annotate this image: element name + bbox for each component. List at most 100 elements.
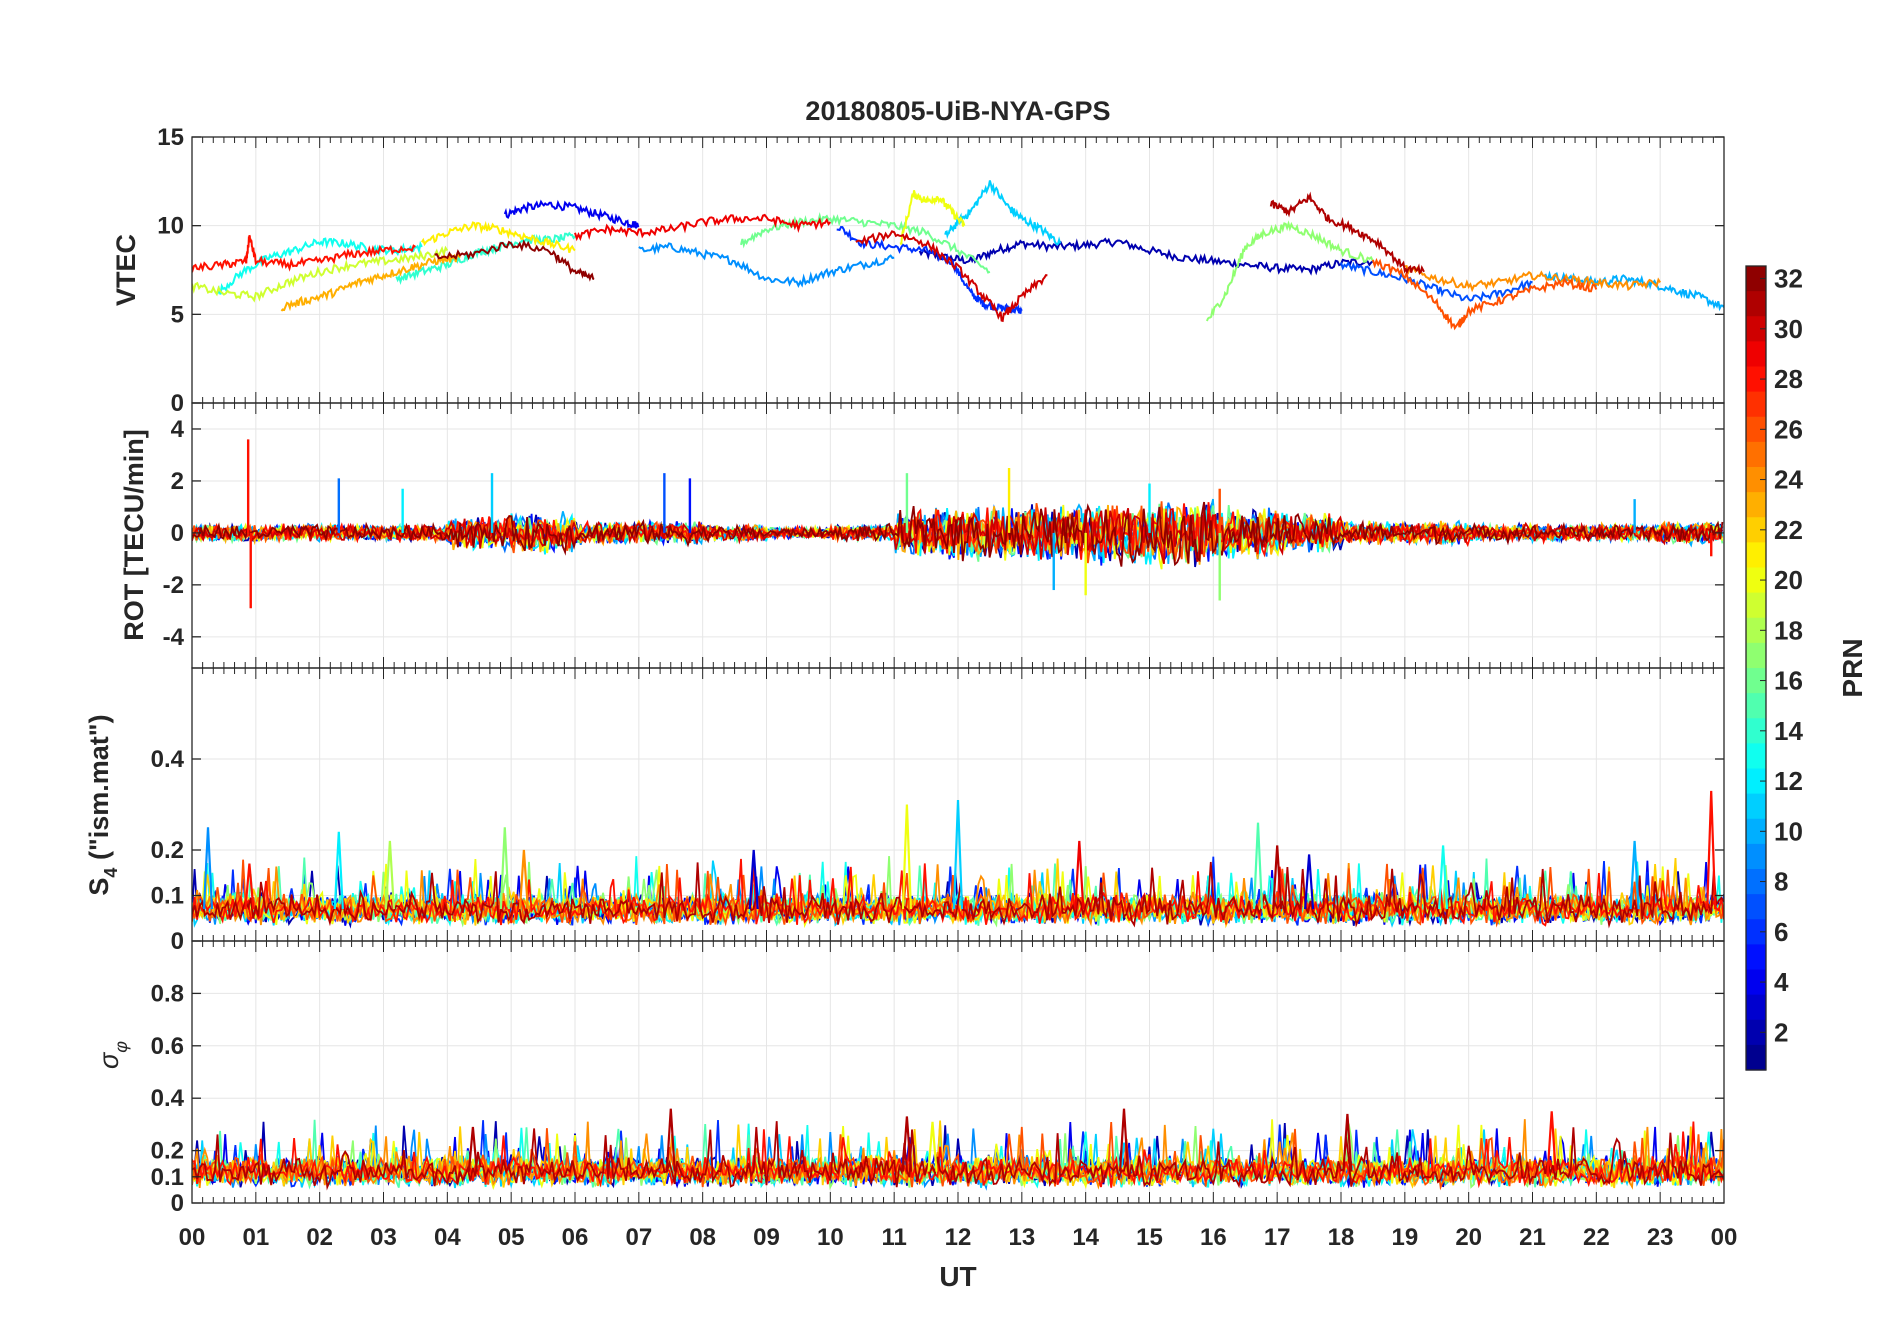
colorbar-tick-label: 26 [1774, 414, 1803, 444]
x-tick-label: 07 [625, 1224, 652, 1251]
s4-trace-prn-13 [192, 856, 1724, 927]
vtec-trace-prn-21 [420, 220, 576, 254]
colorbar-segment [1746, 919, 1766, 945]
s4-spike [1629, 840, 1640, 910]
colorbar-tick-label: 18 [1774, 615, 1803, 645]
colorbar-segment [1746, 492, 1766, 518]
sigma-spike [665, 1108, 676, 1172]
x-tick-label: 08 [689, 1224, 716, 1251]
colorbar-segment [1746, 743, 1766, 770]
s4-spike [952, 799, 964, 910]
x-tick-label: 03 [370, 1224, 397, 1251]
vtec-trace-prn-28 [192, 234, 416, 273]
colorbar-segment [1746, 718, 1766, 744]
x-tick-label: 06 [562, 1224, 589, 1251]
colorbar-tick-label: 32 [1774, 264, 1803, 294]
colorbar-segment [1746, 894, 1766, 920]
sigma-spike [1546, 1111, 1557, 1172]
x-tick-label: 05 [498, 1224, 525, 1251]
vtec-trace-prn-2 [918, 237, 1374, 276]
y-tick-label: 0.6 [151, 1033, 184, 1060]
sigma-spike [901, 1116, 912, 1172]
x-tick-label: 00 [179, 1224, 206, 1251]
chart-title: 20180805-UiB-NYA-GPS [805, 96, 1110, 126]
y-tick-label: 0.2 [151, 1138, 184, 1165]
s4-spike [748, 849, 759, 910]
y-tick-label: 0 [171, 520, 184, 547]
y-tick-label: 10 [157, 213, 184, 240]
s4-spike [1252, 822, 1264, 910]
s4-spike [1272, 845, 1283, 910]
s4-spike [518, 849, 529, 910]
vtec-trace-prn-13 [216, 237, 423, 295]
colorbar-segment [1746, 291, 1766, 317]
axes-frame [191, 940, 1725, 1204]
vtec-trace-prn-9 [638, 241, 895, 288]
x-tick-label: 09 [753, 1224, 780, 1251]
sigma-spike [1342, 1113, 1353, 1172]
y-tick-label: 15 [157, 124, 184, 151]
x-tick-label: 10 [817, 1224, 844, 1251]
x-tick-label: 01 [242, 1224, 269, 1251]
vtec-panel: 0 5 10 15 VTEC [111, 124, 1725, 417]
s4-spike [1074, 840, 1085, 910]
colorbar-segment [1746, 1044, 1766, 1071]
colorbar-segment [1746, 994, 1766, 1021]
s4-spike [333, 831, 344, 910]
s4-spike [901, 804, 912, 910]
y-tick-label: 5 [171, 301, 184, 328]
colorbar-segment [1746, 642, 1766, 669]
sigma-trace-prn-31 [192, 1121, 1724, 1191]
colorbar-segment [1746, 693, 1766, 719]
y-tick-label: 0.4 [151, 1085, 185, 1112]
y-tick-label: 2 [171, 468, 184, 495]
vtec-trace-prn-26 [1371, 257, 1598, 331]
x-tick-label: 14 [1072, 1224, 1099, 1251]
vtec-trace-prn-17 [1205, 220, 1374, 322]
x-tick-label: 02 [306, 1224, 333, 1251]
colorbar-tick-label: 24 [1774, 465, 1803, 495]
colorbar-tick-label: 20 [1774, 565, 1803, 595]
vtec-trace-prn-7 [1340, 261, 1533, 303]
colorbar-segment [1746, 768, 1766, 795]
colorbar-segment [1746, 969, 1766, 996]
x-tick-label: 13 [1008, 1224, 1035, 1251]
x-tick-label: 00 [1711, 1224, 1738, 1251]
vtec-trace-prn-23 [280, 252, 461, 312]
colorbar-segment [1746, 617, 1766, 644]
s4-spike [1438, 845, 1449, 910]
sigma-spike [1118, 1108, 1130, 1172]
x-tick-label: 18 [1328, 1224, 1355, 1251]
colorbar-segment [1746, 944, 1766, 971]
colorbar-segment [1746, 542, 1766, 569]
y-tick-label: 0.1 [151, 883, 184, 910]
colorbar-tick-label: 22 [1774, 515, 1803, 545]
s4-spike [1706, 790, 1717, 910]
s4-spike [384, 840, 395, 910]
colorbar-tick-label: 12 [1774, 766, 1803, 796]
vtec-trace-prn-14 [395, 231, 576, 285]
y-tick-label: 0.1 [151, 1164, 184, 1191]
colorbar-segment [1746, 869, 1766, 895]
rot-trace-prn-32 [192, 501, 1724, 567]
s4-spike [202, 827, 214, 910]
vtec-trace-prn-10 [1544, 270, 1724, 312]
sigma-phi-panel: 00.10.2 0.4 0.6 0.8 σφ [94, 940, 1725, 1217]
x-tick-label: 21 [1519, 1224, 1546, 1251]
vtec-trace-prn-19 [192, 245, 449, 303]
y-tick-label: 4 [171, 416, 185, 443]
colorbar-tick-label: 14 [1774, 716, 1803, 746]
x-tick-label: 15 [1136, 1224, 1163, 1251]
x-tick-label: 19 [1391, 1224, 1418, 1251]
colorbar-tick-label: 28 [1774, 364, 1803, 394]
sigma-trace-prn-26 [192, 1121, 1724, 1191]
colorbar-tick-label: 6 [1774, 917, 1788, 947]
y-tick-label: 0 [171, 390, 184, 417]
colorbar-segment [1746, 391, 1766, 418]
colorbar-segment [1746, 793, 1766, 820]
vtec-axis-label: VTEC [111, 234, 141, 306]
x-tick-label: 17 [1264, 1224, 1291, 1251]
x-tick-label: 12 [945, 1224, 972, 1251]
colorbar-segment [1746, 467, 1766, 493]
vtec-trace-prn-31 [1269, 191, 1425, 275]
